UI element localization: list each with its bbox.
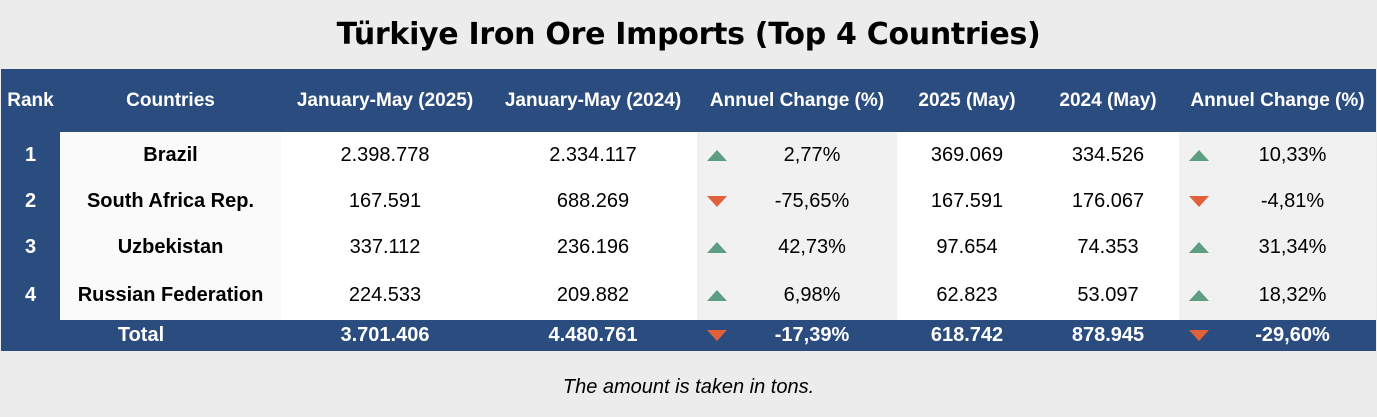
may-2025-cell: 97.654 <box>897 224 1038 270</box>
annual-change-2-cell: -4,81% <box>1209 178 1377 224</box>
jan-may-2025-cell: 337.112 <box>281 224 489 270</box>
annual-change-1-cell: -75,65% <box>727 178 898 224</box>
jan-may-2024-cell: 2.334.117 <box>489 132 697 178</box>
rank-cell: 2 <box>1 178 60 224</box>
jan-may-2024-cell: 236.196 <box>489 224 697 270</box>
imports-table: Rank Countries January-May (2025) Januar… <box>1 69 1377 351</box>
rank-cell: 3 <box>1 224 60 270</box>
jan-may-2024-cell: 688.269 <box>489 178 697 224</box>
country-cell: Brazil <box>60 132 281 178</box>
up-arrow-icon <box>1189 149 1210 161</box>
country-cell: South Africa Rep. <box>60 178 281 224</box>
country-cell: Uzbekistan <box>60 224 281 270</box>
header-annual-change-2: Annuel Change (%) <box>1179 69 1377 132</box>
annual-change-2-cell: 31,34% <box>1209 224 1377 270</box>
rank-cell: 1 <box>1 132 60 178</box>
up-arrow-icon <box>707 241 727 253</box>
footnote: The amount is taken in tons. <box>562 376 815 398</box>
total-annual-change-1: -17,39% <box>727 320 898 351</box>
header-jan-may-2025: January-May (2025) <box>281 69 489 132</box>
jan-may-2025-cell: 224.533 <box>281 270 489 320</box>
jan-may-2025-cell: 2.398.778 <box>281 132 489 178</box>
down-arrow-icon <box>1189 330 1210 341</box>
may-2024-cell: 176.067 <box>1037 178 1180 224</box>
table-row: 2 South Africa Rep. 167.591 688.269 -75,… <box>1 178 1377 224</box>
may-2025-cell: 369.069 <box>897 132 1038 178</box>
up-arrow-icon <box>707 149 727 161</box>
total-label: Total <box>1 320 281 351</box>
total-annual-change-2: -29,60% <box>1209 320 1377 351</box>
may-2024-cell: 53.097 <box>1037 270 1180 320</box>
annual-change-2-cell: 10,33% <box>1209 132 1377 178</box>
down-arrow-icon <box>1189 195 1210 207</box>
up-arrow-icon <box>1189 289 1210 301</box>
header-may-2024: 2024 (May) <box>1037 69 1180 132</box>
total-may-2025: 618.742 <box>897 320 1038 351</box>
annual-change-1-cell: 6,98% <box>727 270 898 320</box>
up-arrow-icon <box>707 289 727 301</box>
rank-cell: 4 <box>1 270 60 320</box>
jan-may-2024-cell: 209.882 <box>489 270 697 320</box>
may-2025-cell: 62.823 <box>897 270 1038 320</box>
total-jan-may-2024: 4.480.761 <box>489 320 697 351</box>
annual-change-2-cell: 18,32% <box>1209 270 1377 320</box>
up-arrow-icon <box>1189 241 1210 253</box>
table-row: 3 Uzbekistan 337.112 236.196 42,73% 97.6… <box>1 224 1377 270</box>
down-arrow-icon <box>707 330 727 341</box>
may-2024-cell: 74.353 <box>1037 224 1180 270</box>
table-row: 4 Russian Federation 224.533 209.882 6,9… <box>1 270 1377 320</box>
annual-change-1-cell: 42,73% <box>727 224 898 270</box>
country-cell: Russian Federation <box>60 270 281 320</box>
header-rank: Rank <box>1 69 60 132</box>
header-annual-change-1: Annuel Change (%) <box>697 69 898 132</box>
table-header-row: Rank Countries January-May (2025) Januar… <box>1 69 1377 132</box>
annual-change-1-cell: 2,77% <box>727 132 898 178</box>
total-row: Total 3.701.406 4.480.761 -17,39% 618.74… <box>1 320 1377 351</box>
jan-may-2025-cell: 167.591 <box>281 178 489 224</box>
header-jan-may-2024: January-May (2024) <box>489 69 697 132</box>
may-2025-cell: 167.591 <box>897 178 1038 224</box>
down-arrow-icon <box>707 195 727 207</box>
header-may-2025: 2025 (May) <box>897 69 1038 132</box>
header-countries: Countries <box>60 69 281 132</box>
page-title: Türkiye Iron Ore Imports (Top 4 Countrie… <box>336 17 1041 52</box>
total-jan-may-2025: 3.701.406 <box>281 320 489 351</box>
total-may-2024: 878.945 <box>1037 320 1180 351</box>
may-2024-cell: 334.526 <box>1037 132 1180 178</box>
table-row: 1 Brazil 2.398.778 2.334.117 2,77% 369.0… <box>1 132 1377 178</box>
